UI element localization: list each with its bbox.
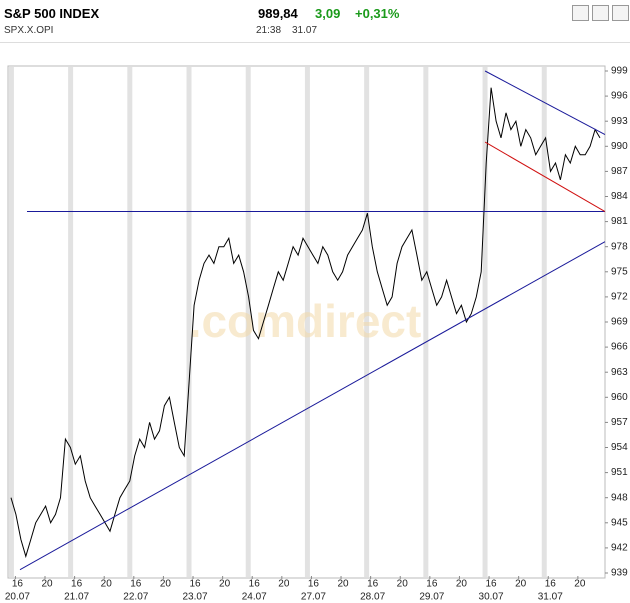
day-label: 24.07 (242, 592, 267, 603)
x-tick-label: 16 (249, 579, 261, 590)
trendline (484, 141, 606, 212)
y-tick-label: 996 (611, 91, 628, 102)
x-tick-label: 16 (545, 579, 557, 590)
x-tick-label: 20 (515, 579, 527, 590)
y-tick-label: 939 (611, 568, 628, 579)
x-tick-label: 16 (71, 579, 83, 590)
y-tick-label: 993 (611, 116, 628, 127)
index-name: S&P 500 INDEX (4, 6, 100, 21)
y-tick-label: 951 (611, 467, 628, 478)
x-tick-label: 16 (308, 579, 320, 590)
x-tick-label: 16 (130, 579, 142, 590)
x-tick-label: 20 (337, 579, 349, 590)
separator (0, 42, 630, 43)
y-tick-label: 954 (611, 442, 628, 453)
y-tick-label: 948 (611, 492, 628, 503)
y-tick-label: 960 (611, 392, 628, 403)
y-tick-label: 999 (611, 66, 628, 77)
news-icon[interactable] (592, 5, 609, 21)
day-label: 28.07 (360, 592, 385, 603)
y-tick-label: 966 (611, 342, 628, 353)
x-tick-label: 16 (426, 579, 438, 590)
y-tick-label: 984 (611, 191, 628, 202)
y-tick-label: 942 (611, 543, 628, 554)
x-tick-label: 20 (101, 579, 113, 590)
x-tick-label: 16 (485, 579, 497, 590)
trendline (484, 70, 606, 136)
day-label: 22.07 (123, 592, 148, 603)
y-tick-label: 957 (611, 417, 628, 428)
x-tick-label: 20 (278, 579, 290, 590)
price-line (10, 87, 601, 559)
y-tick-label: 972 (611, 292, 628, 303)
x-tick-label: 20 (456, 579, 468, 590)
y-tick-label: 975 (611, 266, 628, 277)
print-icon[interactable] (612, 5, 629, 21)
change-percent: +0,31% (355, 6, 400, 21)
day-label: 27.07 (301, 592, 326, 603)
y-tick-label: 969 (611, 317, 628, 328)
trendline (19, 241, 606, 571)
time: 21:38 (256, 25, 282, 36)
y-tick-label: 990 (611, 141, 628, 152)
date: 31.07 (292, 25, 318, 36)
change: 3,09 (315, 6, 341, 21)
x-tick-label: 20 (41, 579, 53, 590)
day-label: 29.07 (419, 592, 444, 603)
x-tick-label: 16 (189, 579, 201, 590)
price: 989,84 (258, 6, 298, 21)
day-label: 20.07 (5, 592, 30, 603)
day-label: 30.07 (479, 592, 504, 603)
x-tick-label: 20 (160, 579, 172, 590)
y-tick-label: 981 (611, 216, 628, 227)
chart-icon[interactable] (572, 5, 589, 21)
x-tick-label: 16 (12, 579, 24, 590)
day-label: 21.07 (64, 592, 89, 603)
x-tick-label: 20 (397, 579, 409, 590)
y-tick-label: 945 (611, 517, 628, 528)
watermark: .comdirect (189, 295, 422, 347)
day-label: 23.07 (183, 592, 208, 603)
y-tick-label: 963 (611, 367, 628, 378)
x-tick-label: 20 (574, 579, 586, 590)
y-tick-label: 987 (611, 166, 628, 177)
x-tick-label: 16 (367, 579, 379, 590)
x-tick-label: 20 (219, 579, 231, 590)
day-label: 31.07 (538, 592, 563, 603)
symbol: SPX.X.OPI (4, 25, 54, 36)
y-tick-label: 978 (611, 241, 628, 252)
